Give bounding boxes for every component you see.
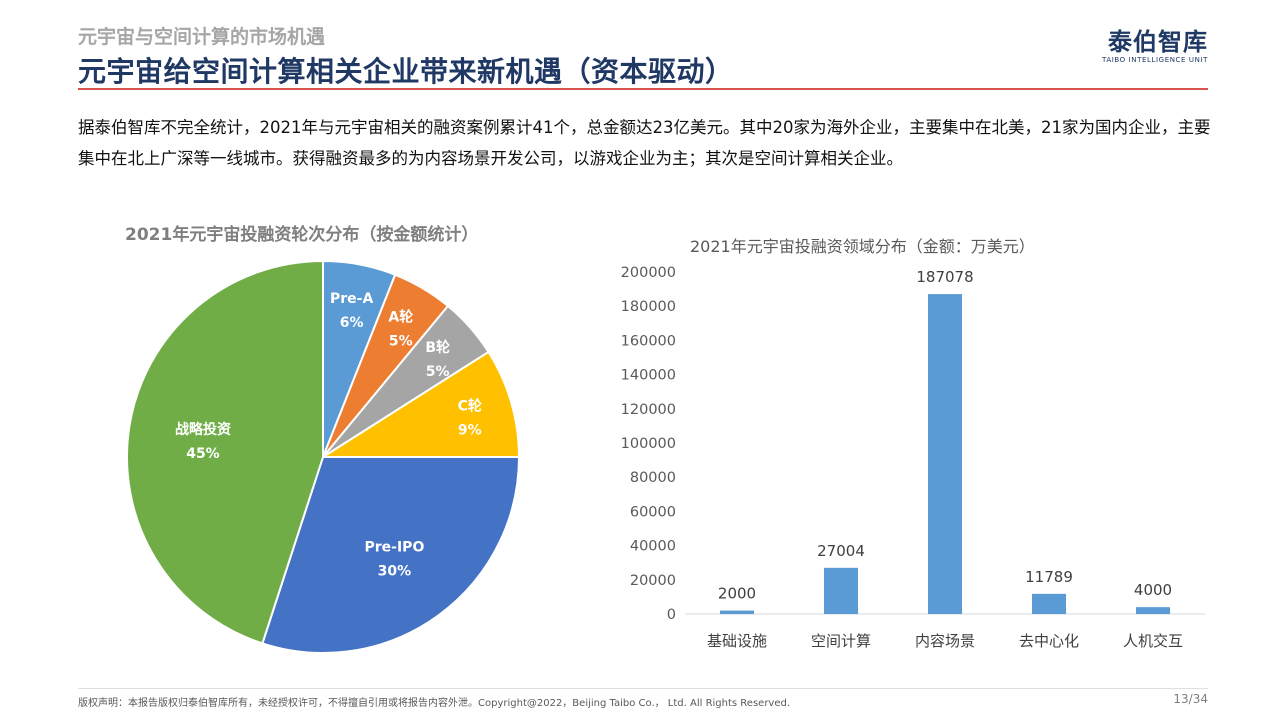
y-tick-label-9: 180000 [621, 299, 676, 315]
bar-data-label-1: 27004 [817, 542, 865, 560]
bar-data-label-3: 11789 [1025, 568, 1073, 586]
pie-label-3: C轮 [458, 397, 482, 414]
pie-label-1: A轮 [388, 308, 413, 325]
bar-4 [1136, 607, 1170, 614]
pie-label-0: Pre-A [330, 291, 373, 307]
section-subtitle: 元宇宙与空间计算的市场机遇 [78, 26, 326, 48]
x-tick-label-3: 去中心化 [1019, 632, 1079, 650]
pie-chart-title: 2021年元宇宙投融资轮次分布（按金额统计） [125, 225, 479, 245]
pie-label-2: B轮 [425, 339, 450, 356]
intro-paragraph: 据泰伯智库不完全统计，2021年与元宇宙相关的融资案例累计41个，总金额达23亿… [78, 118, 1211, 168]
bar-2 [928, 294, 962, 614]
bar-chart-title: 2021年元宇宙投融资领域分布（金额：万美元） [690, 237, 1035, 256]
page-number: 13/34 [1173, 692, 1208, 706]
y-tick-label-4: 80000 [630, 470, 676, 486]
pie-slice-3 [319, 350, 521, 458]
y-tick-label-3: 60000 [630, 504, 676, 520]
pie-slice-5 [126, 259, 324, 645]
x-tick-label-1: 空间计算 [811, 632, 871, 650]
x-tick-label-4: 人机交互 [1123, 632, 1183, 650]
footer-copyright: 版权声明：本报告版权归泰伯智库所有，未经授权许可，不得擅自引用或将报告内容外泄。… [78, 698, 791, 709]
pie-slice-4 [261, 456, 521, 654]
pie-chart: Pre-A 6% A轮 5% B轮 5% C轮 9% Pre-IPO 30% 战略投资 45% [126, 259, 521, 654]
y-tick-label-1: 20000 [630, 573, 676, 589]
pie-value-5: 45% [186, 446, 220, 462]
page-title: 元宇宙给空间计算相关企业带来新机遇（资本驱动） [78, 55, 734, 88]
x-tick-label-2: 内容场景 [915, 632, 975, 650]
pie-label-4: Pre-IPO [365, 539, 425, 555]
pie-value-1: 5% [389, 333, 413, 349]
footer-divider [78, 688, 1208, 689]
pie-value-3: 9% [458, 422, 482, 438]
logo-tagline: TAIBO INTELLIGENCE UNIT [1102, 56, 1208, 64]
pie-value-4: 30% [378, 563, 412, 579]
bar-data-label-2: 187078 [916, 268, 973, 286]
y-tick-label-2: 40000 [630, 539, 676, 555]
bar-chart: 0 20000 40000 60000 80000 100000 120000 140000 1… [621, 265, 1205, 650]
logo-name: 泰伯智库 [1108, 28, 1208, 56]
y-tick-label-6: 120000 [621, 402, 676, 418]
bar-1 [824, 567, 858, 614]
bar-data-label-0: 2000 [718, 585, 756, 603]
bar-0 [720, 610, 754, 614]
y-tick-label-10: 200000 [621, 265, 676, 281]
bar-data-label-4: 4000 [1134, 581, 1172, 599]
y-tick-label-7: 140000 [621, 368, 676, 384]
pie-value-0: 6% [340, 315, 364, 331]
x-tick-label-0: 基础设施 [707, 632, 767, 650]
brand-logo: 泰伯智库 TAIBO INTELLIGENCE UNIT [1102, 28, 1208, 64]
y-tick-label-8: 160000 [621, 333, 676, 349]
title-divider [78, 88, 1208, 90]
y-tick-label-0: 0 [667, 607, 676, 623]
bar-3 [1032, 593, 1066, 614]
y-tick-label-5: 100000 [621, 436, 676, 452]
pie-value-2: 5% [426, 364, 450, 380]
pie-label-5: 战略投资 [175, 421, 231, 438]
